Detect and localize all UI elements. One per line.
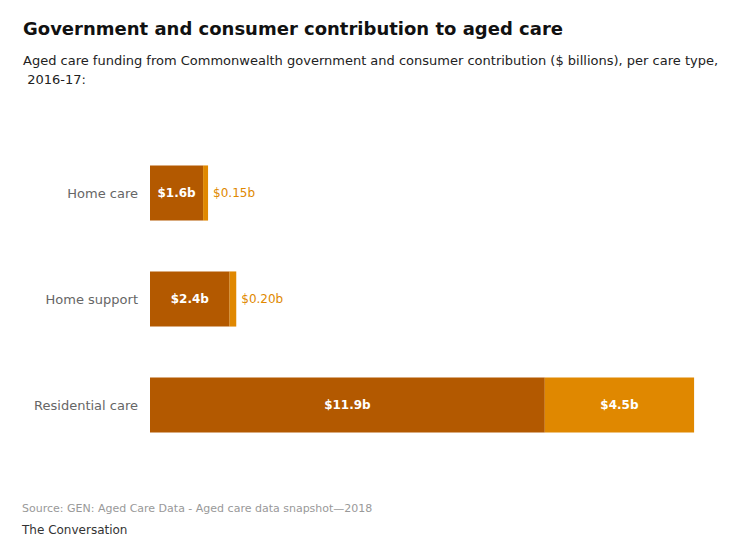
svg-text:Government and consumer contri: Government and consumer contribution to …: [23, 18, 563, 39]
svg-text:$0.15b: $0.15b: [213, 186, 255, 200]
svg-text:Aged care funding from Commonw: Aged care funding from Commonwealth gove…: [23, 53, 718, 68]
svg-text:The Conversation: The Conversation: [21, 523, 127, 537]
svg-text:Source: GEN: Aged Care Data -: Source: GEN: Aged Care Data - Aged care …: [22, 502, 372, 515]
svg-text:$2.4b: $2.4b: [171, 292, 210, 306]
svg-text:$1.6b: $1.6b: [157, 186, 196, 200]
svg-text:Home support: Home support: [46, 292, 138, 307]
svg-text:Home care: Home care: [67, 186, 138, 201]
svg-text:$11.9b: $11.9b: [324, 398, 371, 412]
svg-text:$4.5b: $4.5b: [600, 398, 639, 412]
svg-text:Residential care: Residential care: [34, 398, 138, 413]
svg-text:2016-17:: 2016-17:: [23, 72, 86, 87]
svg-text:$0.20b: $0.20b: [241, 292, 283, 306]
